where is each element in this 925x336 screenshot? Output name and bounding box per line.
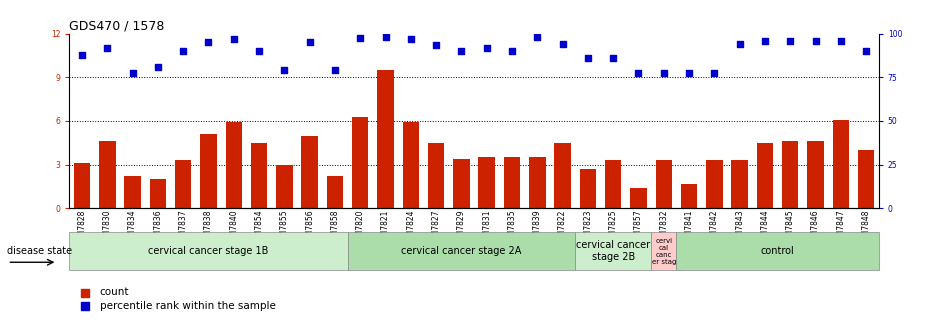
Legend: count, percentile rank within the sample: count, percentile rank within the sample xyxy=(75,288,276,310)
Point xyxy=(252,48,266,54)
Bar xyxy=(782,141,798,208)
Bar xyxy=(676,232,879,270)
Bar xyxy=(453,159,470,208)
Point xyxy=(631,70,646,76)
Point xyxy=(733,41,747,46)
Bar xyxy=(575,232,651,270)
Bar xyxy=(251,143,267,208)
Point xyxy=(555,41,570,46)
Bar xyxy=(201,134,216,208)
Text: GDS470 / 1578: GDS470 / 1578 xyxy=(69,19,165,33)
Point xyxy=(327,67,342,73)
Bar xyxy=(74,163,91,208)
Point xyxy=(581,56,596,61)
Point xyxy=(479,45,494,51)
Point xyxy=(858,48,873,54)
Bar xyxy=(428,143,444,208)
Bar xyxy=(302,135,318,208)
Point xyxy=(151,65,166,70)
Bar xyxy=(402,122,419,208)
Point xyxy=(657,70,672,76)
Point xyxy=(833,38,848,44)
Point xyxy=(125,70,140,76)
Point xyxy=(352,35,367,41)
Bar xyxy=(69,232,348,270)
Bar xyxy=(732,160,747,208)
Point xyxy=(682,70,697,76)
Point xyxy=(277,67,291,73)
Point xyxy=(505,48,520,54)
Bar xyxy=(857,150,874,208)
Bar xyxy=(504,157,520,208)
Text: disease state: disease state xyxy=(7,246,72,256)
Point xyxy=(707,70,722,76)
Text: cervi
cal
canc
er stag: cervi cal canc er stag xyxy=(651,238,676,265)
Text: cervical cancer stage 2A: cervical cancer stage 2A xyxy=(401,246,522,256)
Point xyxy=(454,48,469,54)
Bar xyxy=(529,157,546,208)
Bar xyxy=(554,143,571,208)
Point xyxy=(758,38,772,44)
Bar xyxy=(656,160,672,208)
Point xyxy=(428,43,443,48)
Point xyxy=(606,56,621,61)
Bar xyxy=(226,122,242,208)
Point xyxy=(530,34,545,39)
Point xyxy=(100,45,115,51)
Point xyxy=(201,40,216,45)
Point xyxy=(403,37,418,42)
Bar xyxy=(808,141,824,208)
Bar xyxy=(327,176,343,208)
Bar xyxy=(630,188,647,208)
Bar xyxy=(377,70,394,208)
Bar xyxy=(651,232,676,270)
Bar xyxy=(478,157,495,208)
Text: control: control xyxy=(760,246,795,256)
Text: cervical cancer
stage 2B: cervical cancer stage 2B xyxy=(576,240,650,262)
Bar xyxy=(124,176,141,208)
Point xyxy=(75,53,90,58)
Bar xyxy=(605,160,622,208)
Bar xyxy=(832,120,849,208)
Bar xyxy=(706,160,722,208)
Point xyxy=(783,38,797,44)
Bar xyxy=(99,141,116,208)
Bar xyxy=(757,143,773,208)
Point xyxy=(176,48,191,54)
Bar xyxy=(150,179,166,208)
Point xyxy=(227,37,241,42)
Point xyxy=(378,34,393,39)
Bar xyxy=(175,160,191,208)
Bar xyxy=(277,165,292,208)
Bar xyxy=(352,117,368,208)
Point xyxy=(808,38,823,44)
Bar xyxy=(348,232,575,270)
Bar xyxy=(580,169,596,208)
Text: cervical cancer stage 1B: cervical cancer stage 1B xyxy=(148,246,268,256)
Point xyxy=(302,40,317,45)
Bar xyxy=(681,183,697,208)
